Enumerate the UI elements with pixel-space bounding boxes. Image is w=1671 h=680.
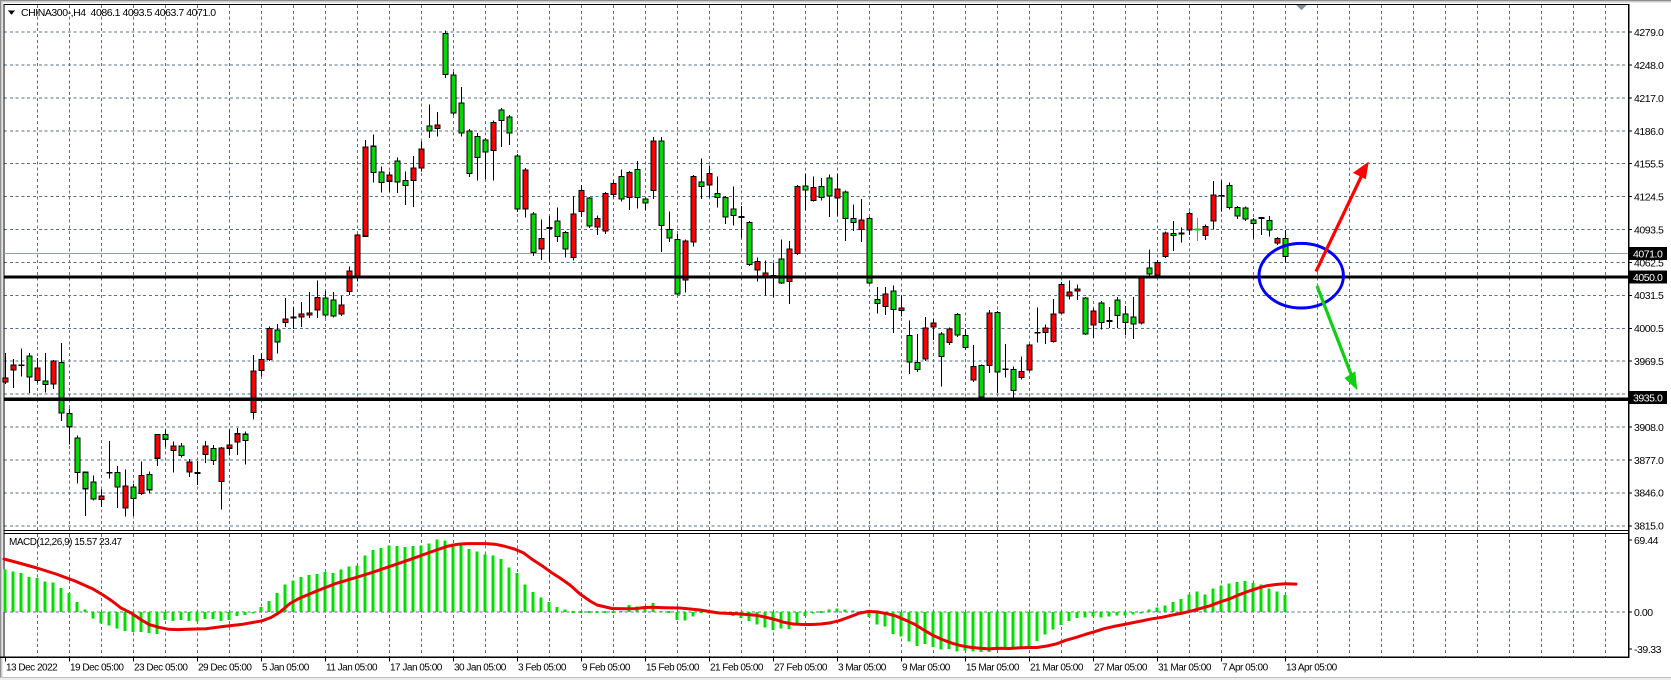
svg-text:4093.5: 4093.5 [1634, 224, 1664, 236]
svg-text:4062.5: 4062.5 [1634, 257, 1664, 269]
svg-text:13 Dec 2022: 13 Dec 2022 [6, 663, 58, 674]
svg-text:19 Dec 05:00: 19 Dec 05:00 [70, 663, 124, 674]
svg-text:4031.5: 4031.5 [1634, 290, 1664, 302]
svg-text:4124.5: 4124.5 [1634, 191, 1664, 203]
svg-text:23 Dec 05:00: 23 Dec 05:00 [134, 663, 188, 674]
svg-text:69.44: 69.44 [1634, 535, 1659, 547]
svg-text:9 Feb 05:00: 9 Feb 05:00 [582, 663, 631, 674]
svg-text:7 Apr 05:00: 7 Apr 05:00 [1222, 663, 1269, 674]
svg-text:4279.0: 4279.0 [1634, 27, 1664, 39]
svg-text:3 Mar 05:00: 3 Mar 05:00 [838, 663, 887, 674]
svg-text:4186.0: 4186.0 [1634, 126, 1664, 138]
svg-text:13 Apr 05:00: 13 Apr 05:00 [1286, 663, 1338, 674]
svg-text:0.00: 0.00 [1634, 607, 1653, 619]
svg-text:3 Feb 05:00: 3 Feb 05:00 [518, 663, 567, 674]
svg-text:15 Feb 05:00: 15 Feb 05:00 [646, 663, 700, 674]
svg-text:27 Feb 05:00: 27 Feb 05:00 [774, 663, 828, 674]
svg-text:30 Jan 05:00: 30 Jan 05:00 [454, 663, 507, 674]
svg-text:3969.5: 3969.5 [1634, 356, 1664, 368]
svg-text:3815.0: 3815.0 [1634, 521, 1664, 533]
svg-text:4071.0: 4071.0 [1633, 249, 1663, 261]
svg-text:29 Dec 05:00: 29 Dec 05:00 [198, 663, 252, 674]
svg-text:4248.0: 4248.0 [1634, 60, 1664, 72]
svg-text:21 Feb 05:00: 21 Feb 05:00 [710, 663, 764, 674]
svg-text:15 Mar 05:00: 15 Mar 05:00 [966, 663, 1020, 674]
svg-text:11 Jan 05:00: 11 Jan 05:00 [326, 663, 378, 674]
svg-text:CHINA300-,H4 4086.1 4093.5 40: CHINA300-,H4 4086.1 4093.5 4063.7 4071.0 [21, 7, 216, 19]
svg-text:3846.0: 3846.0 [1634, 488, 1664, 500]
svg-text:-39.33: -39.33 [1634, 644, 1662, 656]
svg-text:3908.0: 3908.0 [1634, 422, 1664, 434]
svg-text:4155.5: 4155.5 [1634, 159, 1664, 171]
svg-text:5 Jan 05:00: 5 Jan 05:00 [262, 663, 310, 674]
svg-text:3935.0: 3935.0 [1633, 393, 1663, 405]
svg-text:3877.0: 3877.0 [1634, 455, 1664, 467]
svg-text:27 Mar 05:00: 27 Mar 05:00 [1094, 663, 1148, 674]
svg-text:17 Jan 05:00: 17 Jan 05:00 [390, 663, 443, 674]
svg-text:21 Mar 05:00: 21 Mar 05:00 [1030, 663, 1084, 674]
svg-text:4000.5: 4000.5 [1634, 323, 1664, 335]
svg-text:4217.0: 4217.0 [1634, 93, 1664, 105]
svg-text:MACD(12,26,9) 15.57 23.47: MACD(12,26,9) 15.57 23.47 [9, 537, 123, 548]
svg-text:31 Mar 05:00: 31 Mar 05:00 [1158, 663, 1212, 674]
svg-text:4050.0: 4050.0 [1633, 272, 1663, 284]
svg-text:9 Mar 05:00: 9 Mar 05:00 [902, 663, 951, 674]
